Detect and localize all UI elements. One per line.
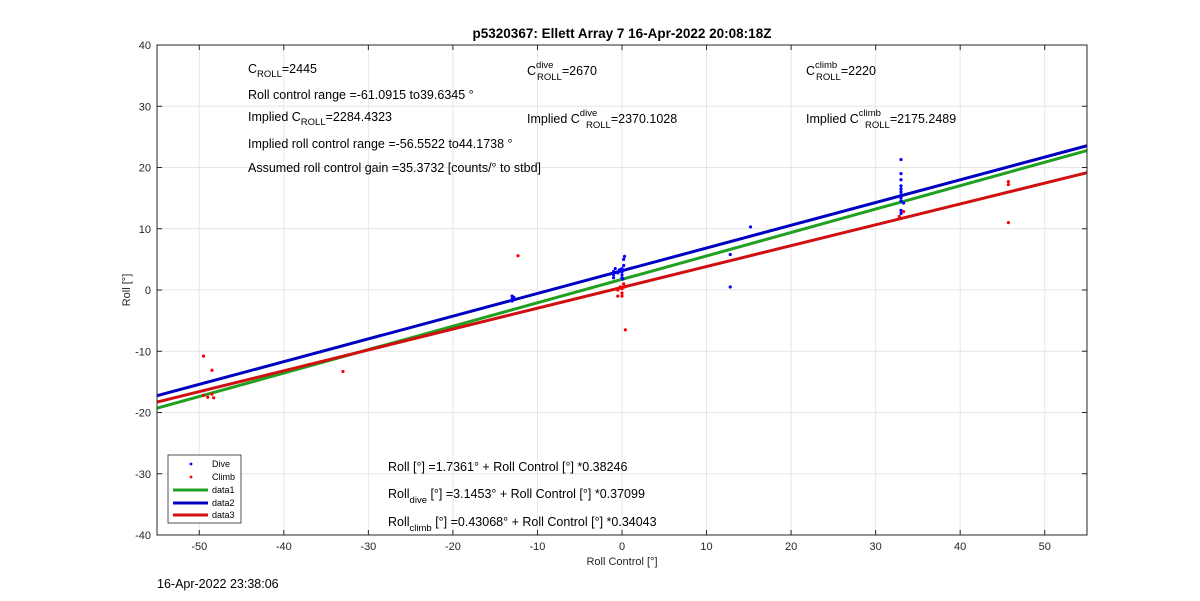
climb-point (212, 396, 216, 400)
dive-point (611, 270, 616, 274)
dive-point (622, 254, 627, 258)
implied-roll-control-range: Implied roll control range =-56.5522 to4… (248, 137, 513, 151)
c-roll-climb-annotation: Cclimb ROLL=2220 (806, 60, 876, 83)
climb-point (897, 214, 901, 219)
dive-point (899, 184, 903, 188)
climb-point (620, 291, 624, 295)
dive-point (899, 178, 903, 182)
dive-point (728, 252, 732, 257)
y-tick-label: 20 (139, 163, 151, 175)
dive-point (611, 273, 616, 277)
x-tick-label: -50 (191, 541, 207, 553)
climb-point (341, 369, 345, 374)
dive-point (899, 193, 903, 197)
dive-point (616, 271, 620, 275)
dive-point (901, 201, 906, 205)
dive-point (899, 211, 903, 216)
dive-point (748, 225, 753, 229)
x-tick-label: -10 (530, 541, 546, 553)
implied-c-roll: Implied CROLL=2284.4323 (248, 110, 392, 128)
ticks: -50 -40 -30 -20 -10 0 10 20 30 40 50 -40 -30 -20 -10 0 1… (135, 40, 1087, 553)
dive-point (622, 257, 626, 261)
fit-equation-dive: Rolldive [°] =3.1453° + Roll Control [°]… (388, 487, 645, 506)
legend-data3-label: data3 (212, 510, 235, 520)
fit-equation-all: Roll [°] =1.7361° + Roll Control [°] *0.… (388, 460, 627, 474)
dive-point (899, 199, 903, 203)
climb-point (620, 294, 624, 298)
x-tick-label: 30 (870, 541, 882, 553)
dive-point (621, 277, 625, 281)
climb-point (516, 254, 520, 258)
legend-climb-label: Climb (212, 472, 235, 482)
chart-title: p5320367: Ellett Array 7 16-Apr-2022 20:… (473, 26, 772, 41)
x-tick-label: 50 (1039, 541, 1051, 553)
y-tick-label: 40 (139, 40, 151, 52)
x-tick-label: 20 (785, 541, 797, 553)
dive-point (728, 285, 732, 289)
y-tick-label: 10 (139, 224, 151, 236)
x-tick-label: -30 (360, 541, 376, 553)
legend-data1-label: data1 (212, 485, 235, 495)
x-tick-label: -40 (276, 541, 292, 553)
dive-point (899, 196, 903, 200)
climb-point (206, 395, 210, 399)
y-axis-label: Roll [°] (121, 274, 133, 307)
roll-control-range: Roll control range =-61.0915 to39.6345 ° (248, 88, 474, 102)
dive-point (510, 299, 514, 303)
dive-point (622, 263, 626, 268)
legend-dive-marker (189, 462, 193, 466)
dive-point (899, 190, 903, 194)
climb-point (623, 328, 627, 332)
implied-c-roll-dive: Implied Cdive ROLL=2370.1028 (527, 108, 677, 131)
x-tick-label: 10 (700, 541, 712, 553)
climb-point (210, 368, 214, 372)
dive-point (613, 266, 617, 271)
climb-point (210, 392, 214, 396)
y-tick-label: 30 (139, 101, 151, 113)
dive-point (899, 187, 903, 191)
climb-point (622, 282, 626, 286)
x-tick-label: 40 (954, 541, 966, 553)
climb-point (201, 393, 206, 397)
y-tick-label: -10 (135, 346, 151, 358)
climb-point (901, 210, 906, 214)
x-tick-label: -20 (445, 541, 461, 553)
climb-point (616, 288, 620, 292)
x-axis-label: Roll Control [°] (586, 556, 657, 568)
dive-point (899, 157, 903, 162)
climb-point (1006, 183, 1010, 187)
dive-point (620, 266, 624, 271)
dive-point (611, 276, 616, 280)
dive-point (899, 172, 903, 176)
x-tick-label: 0 (619, 541, 625, 553)
y-tick-label: -30 (135, 469, 151, 481)
dive-point (620, 273, 624, 277)
climb-point (620, 287, 624, 291)
data-points (201, 157, 1010, 400)
dive-point (512, 295, 516, 299)
y-tick-label: -20 (135, 408, 151, 420)
legend-climb-marker (189, 475, 193, 479)
y-tick-label: 0 (145, 285, 151, 297)
legend-dive-label: Dive (212, 459, 230, 469)
timestamp: 16-Apr-2022 23:38:06 (157, 577, 279, 591)
fit-equation-climb: Rollclimb [°] =0.43068° + Roll Control [… (388, 515, 657, 534)
c-roll-dive-annotation: Cdive ROLL=2670 (527, 60, 597, 83)
legend-data2-label: data2 (212, 498, 235, 508)
legend: Dive Climb data1 data2 data3 (167, 454, 242, 524)
roll-control-gain: Assumed roll control gain =35.3732 [coun… (248, 161, 541, 175)
c-roll-annotation: CROLL=2445 (248, 62, 317, 80)
climb-point (1006, 221, 1010, 225)
climb-point (616, 294, 620, 298)
climb-point (622, 285, 627, 289)
y-tick-label: -40 (135, 530, 151, 542)
dive-point (620, 270, 624, 274)
climb-point (1006, 179, 1010, 184)
dive-point (617, 268, 622, 272)
implied-c-roll-climb: Implied Cclimb ROLL=2175.2489 (806, 108, 956, 131)
climb-point (201, 354, 206, 358)
dive-point (899, 208, 903, 212)
